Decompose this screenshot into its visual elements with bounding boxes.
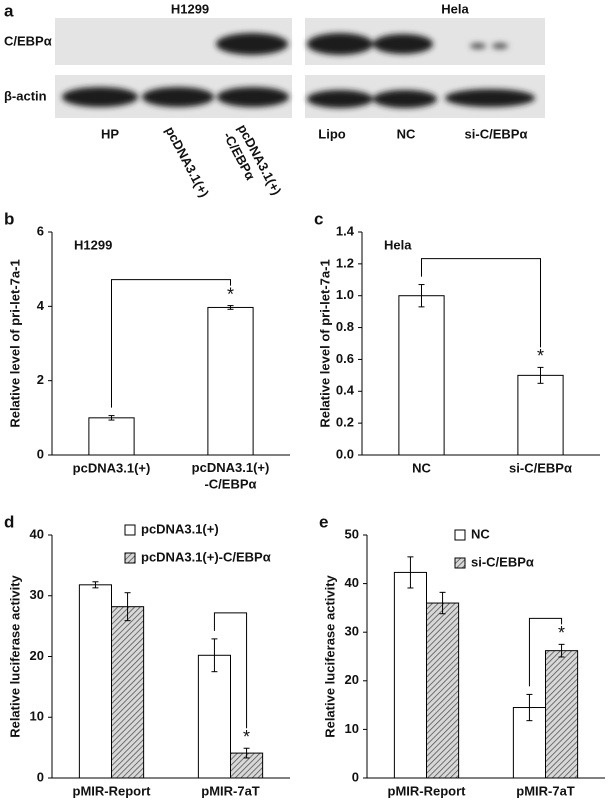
error-bar xyxy=(108,415,115,421)
y-tick-label: 50 xyxy=(345,526,359,541)
error-bar xyxy=(227,305,234,310)
y-axis-label: Relative level of pri-let-7a-1 xyxy=(317,259,332,427)
legend-label: NC xyxy=(471,526,490,541)
y-tick-label: 10 xyxy=(345,721,359,736)
significance-label: * xyxy=(558,623,565,643)
y-tick-label: 0.4 xyxy=(336,383,355,398)
lane-label: pcDNA3.1(+) xyxy=(162,124,212,200)
x-tick-label: NC xyxy=(412,460,431,475)
row-label: C/EBPα xyxy=(4,33,52,48)
annotation: H1299 xyxy=(74,237,112,252)
bar xyxy=(426,602,460,779)
error-bar xyxy=(537,366,544,384)
bracket xyxy=(111,279,231,408)
x-tick-label: pcDNA3.1(+) -C/EBPα xyxy=(192,460,270,491)
x-tick-label: pMIR-Report xyxy=(73,783,152,798)
group-title: Hela xyxy=(441,1,469,16)
bracket xyxy=(421,258,541,348)
y-tick-label: 4 xyxy=(37,298,45,313)
lane-label: pcDNA3.1(+)-C/EBPα xyxy=(220,122,284,205)
x-tick-label: pMIR-7aT xyxy=(516,783,575,798)
y-tick-label: 0 xyxy=(37,446,44,461)
x-tick-label: pcDNA3.1(+) xyxy=(73,460,151,475)
legend-label: pcDNA3.1(+) xyxy=(141,521,219,536)
significance-bracket xyxy=(111,279,231,408)
legend-swatch xyxy=(124,524,136,536)
lane-label: Lipo xyxy=(318,126,345,141)
bar xyxy=(545,650,579,779)
y-axis-label: Relative level of pri-let-7a-1 xyxy=(7,259,22,427)
significance-label: * xyxy=(537,346,544,366)
y-tick-label: 0.2 xyxy=(336,415,354,430)
legend-swatch xyxy=(454,529,466,541)
x-tick-label: pMIR-7aT xyxy=(201,783,260,798)
y-tick-label: 40 xyxy=(30,526,44,541)
y-tick-label: 20 xyxy=(30,648,44,663)
significance-label: * xyxy=(243,727,250,747)
y-tick-label: 0 xyxy=(352,769,359,784)
error-bar xyxy=(407,556,414,589)
y-tick-label: 1.2 xyxy=(336,255,354,270)
y-axis-label: Relative luciferase activity xyxy=(322,574,337,737)
annotation: Hela xyxy=(384,237,412,252)
y-tick-label: 0.8 xyxy=(336,319,354,334)
y-axis-label: Relative luciferase activity xyxy=(7,574,22,737)
panel-letter: a xyxy=(4,1,14,20)
significance-bracket xyxy=(421,258,541,348)
lane-label: HP xyxy=(101,126,119,141)
bar xyxy=(393,571,427,779)
x-tick-label: pMIR-Report xyxy=(388,783,467,798)
y-tick-label: 30 xyxy=(30,587,44,602)
bar xyxy=(398,295,445,456)
group-title: H1299 xyxy=(171,1,209,16)
error-bar xyxy=(418,284,425,308)
legend-label: si-C/EBPα xyxy=(471,554,534,569)
panel-letter: e xyxy=(319,512,328,531)
bar xyxy=(197,654,231,779)
error-bar xyxy=(124,592,131,622)
bar xyxy=(111,606,145,779)
blot xyxy=(55,18,545,118)
y-tick-label: 6 xyxy=(37,223,44,238)
error-bar xyxy=(243,747,250,759)
y-tick-label: 20 xyxy=(345,672,359,687)
error-bar xyxy=(211,638,218,673)
bar xyxy=(88,417,135,456)
error-bar xyxy=(92,581,99,589)
error-bar xyxy=(439,591,446,615)
x-tick-label: si-C/EBPα xyxy=(509,460,572,475)
bar xyxy=(78,584,113,779)
panel-letter: b xyxy=(4,209,14,228)
y-tick-label: 10 xyxy=(30,709,44,724)
y-tick-label: 0.6 xyxy=(336,351,354,366)
y-tick-label: 40 xyxy=(345,575,359,590)
row-label: β-actin xyxy=(4,88,47,103)
bracket xyxy=(528,617,563,687)
y-tick-label: 1.4 xyxy=(336,223,355,238)
bar xyxy=(207,306,254,456)
significance-bracket xyxy=(213,612,248,729)
significance-bracket xyxy=(528,617,563,687)
lane-label: si-C/EBPα xyxy=(465,126,528,141)
y-tick-label: 0.0 xyxy=(336,446,354,461)
error-bar xyxy=(526,693,533,722)
legend-label: pcDNA3.1(+)-C/EBPα xyxy=(141,549,271,564)
significance-label: * xyxy=(227,284,234,304)
y-tick-label: 30 xyxy=(345,624,359,639)
bar xyxy=(517,374,564,456)
legend-swatch xyxy=(454,557,466,569)
error-bar xyxy=(558,643,565,658)
y-tick-label: 2 xyxy=(37,372,44,387)
panel-letter: c xyxy=(314,209,323,228)
lane-label: NC xyxy=(397,126,416,141)
y-tick-label: 0 xyxy=(37,769,44,784)
bracket xyxy=(213,612,248,729)
y-tick-label: 1.0 xyxy=(336,287,354,302)
panel-letter: d xyxy=(4,512,14,531)
legend-swatch xyxy=(124,552,136,564)
